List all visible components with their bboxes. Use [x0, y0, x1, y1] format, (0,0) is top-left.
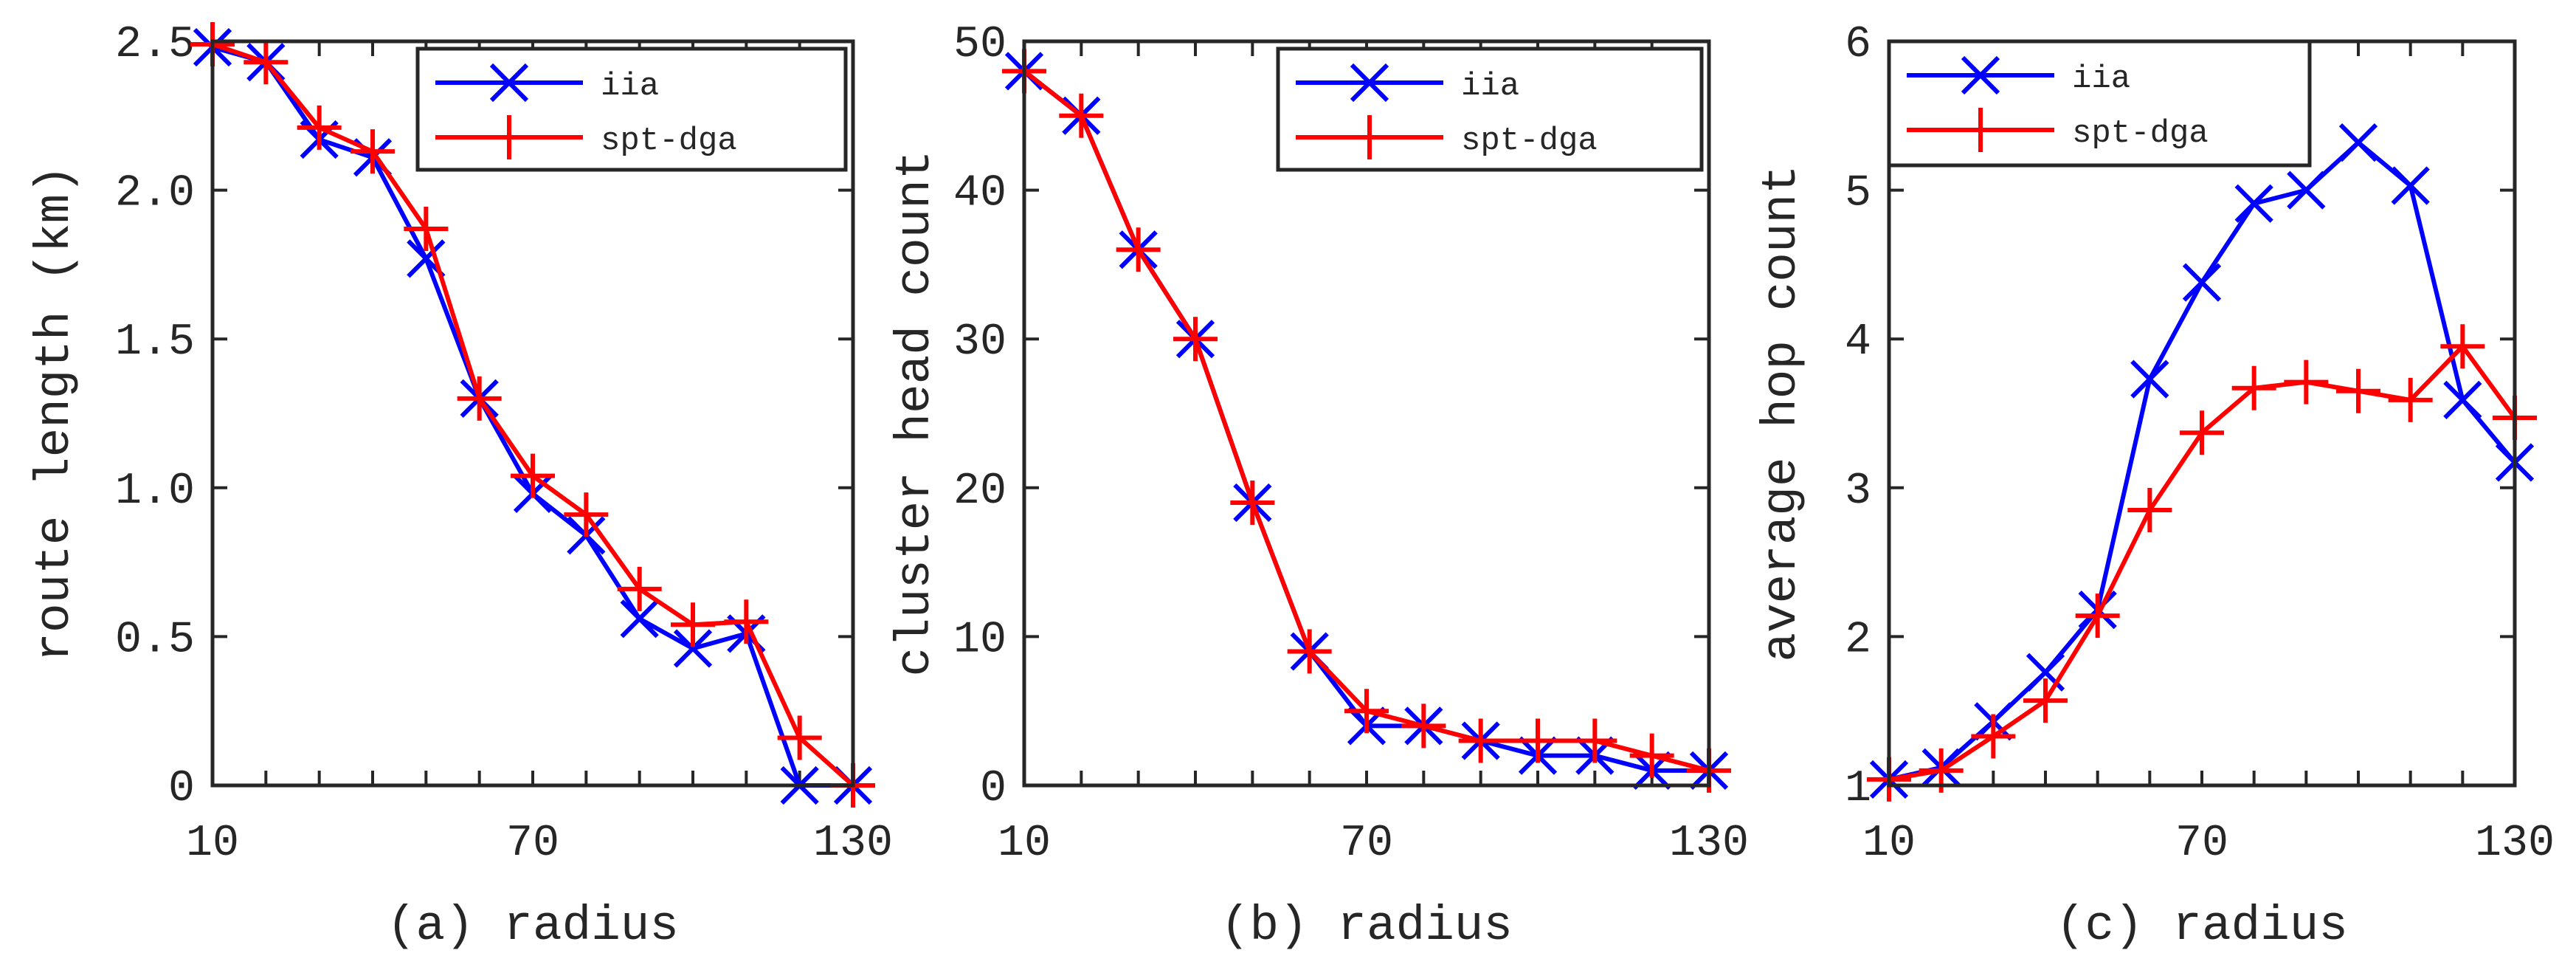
x-axis-label: (a) radius [387, 898, 679, 954]
y-tick-label: 6 [1845, 20, 1871, 70]
y-axis-label: cluster head count [888, 151, 943, 677]
x-tick-label: 70 [2175, 819, 2228, 869]
y-tick-label: 2.0 [115, 169, 195, 219]
data-point-spt-dga [2231, 365, 2276, 410]
y-tick-label: 2 [1845, 615, 1871, 665]
legend-box [415, 47, 848, 172]
data-point-iia [2234, 184, 2273, 223]
data-point-iia [673, 629, 713, 668]
legend-marker-iia [489, 63, 529, 103]
data-point-spt-dga [1344, 689, 1389, 734]
data-point-iia [2130, 359, 2169, 399]
legend: iia spt-dga [1887, 39, 2312, 168]
x-tick-label: 10 [998, 819, 1051, 869]
data-point-spt-dga [777, 715, 822, 760]
axes-frame [1022, 39, 1711, 788]
y-tick-label: 1 [1845, 764, 1871, 814]
data-point-iia [2391, 166, 2430, 205]
data-point-spt-dga [2284, 359, 2329, 405]
legend-label-spt-dga: spt-dga [601, 123, 737, 159]
data-point-spt-dga [244, 40, 289, 85]
data-point-spt-dga [2023, 678, 2068, 723]
data-point-spt-dga [511, 453, 555, 498]
x-tick-label: 130 [2475, 819, 2555, 869]
data-point-spt-dga [2075, 593, 2120, 639]
y-tick-label: 1.5 [115, 317, 195, 368]
legend-marker-iia [1350, 63, 1389, 103]
x-tick-label: 70 [1340, 819, 1393, 869]
legend-marker-spt-dga [1958, 108, 2003, 152]
y-axis-label: average hop count [1754, 165, 1809, 661]
data-point-iia [620, 599, 659, 639]
data-point-iia [2287, 171, 2326, 210]
data-point-spt-dga [1116, 227, 1161, 272]
data-point-spt-dga [404, 207, 449, 252]
legend-marker-spt-dga [1347, 115, 1392, 159]
y-tick-label: 0 [980, 764, 1006, 814]
data-point-spt-dga [617, 566, 662, 611]
panel-a: 10 70 130 0 0.5 1.0 1.5 2.0 2.5 (a) radius route l… [27, 20, 893, 954]
legend-marker-iia [1961, 55, 2000, 95]
y-tick-label: 2.5 [115, 20, 195, 70]
x-tick-label: 130 [813, 819, 893, 869]
data-point-spt-dga [564, 492, 609, 537]
legend-label-spt-dga: spt-dga [1461, 123, 1598, 159]
legend-label-iia: iia [2072, 61, 2130, 97]
data-point-spt-dga [1971, 714, 2016, 759]
legend-box [1887, 39, 2312, 168]
series-spt-dga [1867, 324, 2537, 802]
y-tick-label: 1.0 [115, 467, 195, 517]
data-point-spt-dga [1230, 480, 1275, 525]
x-axis-label: (c) radius [2056, 898, 2348, 954]
data-point-spt-dga [297, 105, 342, 150]
data-point-spt-dga [1287, 629, 1332, 674]
x-tick-label: 10 [1862, 819, 1916, 869]
y-tick-label: 30 [953, 317, 1006, 368]
data-point-spt-dga [724, 599, 769, 644]
data-point-iia [2338, 123, 2378, 162]
y-tick-label: 40 [953, 169, 1006, 219]
x-tick-label: 10 [186, 819, 239, 869]
x-tick-label: 130 [1669, 819, 1749, 869]
panel-c: 10 70 130 1 2 3 4 5 6 (c) radius average hop count… [1754, 20, 2555, 954]
data-point-spt-dga [1401, 703, 1446, 749]
data-point-spt-dga [1059, 93, 1104, 138]
y-tick-label: 20 [953, 467, 1006, 517]
x-tick-label: 70 [506, 819, 559, 869]
y-tick-label: 3 [1845, 467, 1871, 517]
data-point-spt-dga [2336, 368, 2380, 413]
y-axis-label: route length (km) [27, 165, 83, 661]
legend-box [1276, 47, 1704, 172]
y-tick-label: 5 [1845, 169, 1871, 219]
y-tick-label: 4 [1845, 317, 1871, 368]
data-point-spt-dga [1572, 718, 1617, 763]
y-tick-label: 50 [953, 20, 1006, 70]
legend-label-iia: iia [601, 68, 659, 105]
legend: iia spt-dga [415, 47, 848, 172]
data-point-spt-dga [2388, 377, 2433, 422]
legend-label-iia: iia [1461, 68, 1519, 105]
y-tick-label: 0 [168, 764, 195, 814]
data-point-spt-dga [351, 129, 395, 174]
y-tick-label: 0.5 [115, 615, 195, 665]
data-point-spt-dga [2180, 410, 2224, 455]
x-axis-label: (b) radius [1220, 898, 1513, 954]
axes-frame [210, 39, 855, 788]
data-point-spt-dga [1173, 317, 1218, 362]
legend-label-spt-dga: spt-dga [2072, 115, 2209, 152]
data-point-spt-dga [1458, 718, 1503, 763]
data-point-iia [2443, 380, 2482, 419]
data-point-spt-dga [2440, 324, 2485, 369]
data-point-spt-dga [1516, 718, 1560, 763]
data-point-spt-dga [671, 602, 715, 647]
data-point-spt-dga [2127, 488, 2172, 533]
data-point-spt-dga [1629, 733, 1674, 778]
legend-marker-spt-dga [487, 115, 531, 159]
data-point-spt-dga [457, 376, 502, 421]
data-point-iia [2182, 263, 2222, 302]
y-tick-label: 10 [953, 615, 1006, 665]
legend: iia spt-dga [1276, 47, 1704, 172]
